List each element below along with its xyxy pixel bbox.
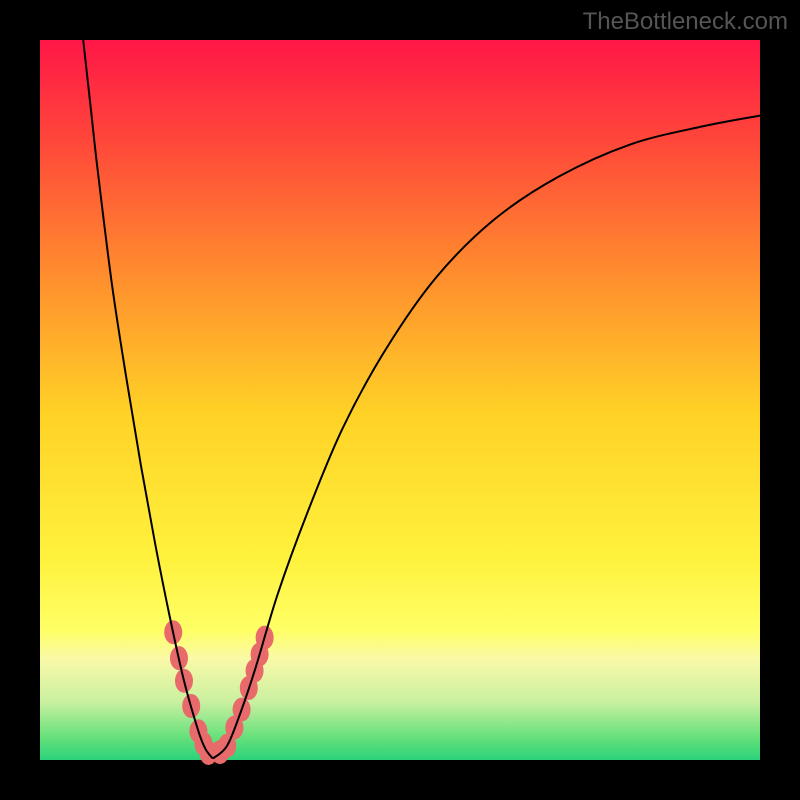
- chart-container: TheBottleneck.com: [0, 0, 800, 800]
- bottleneck-chart-svg: [0, 0, 800, 800]
- chart-background-gradient: [40, 40, 760, 760]
